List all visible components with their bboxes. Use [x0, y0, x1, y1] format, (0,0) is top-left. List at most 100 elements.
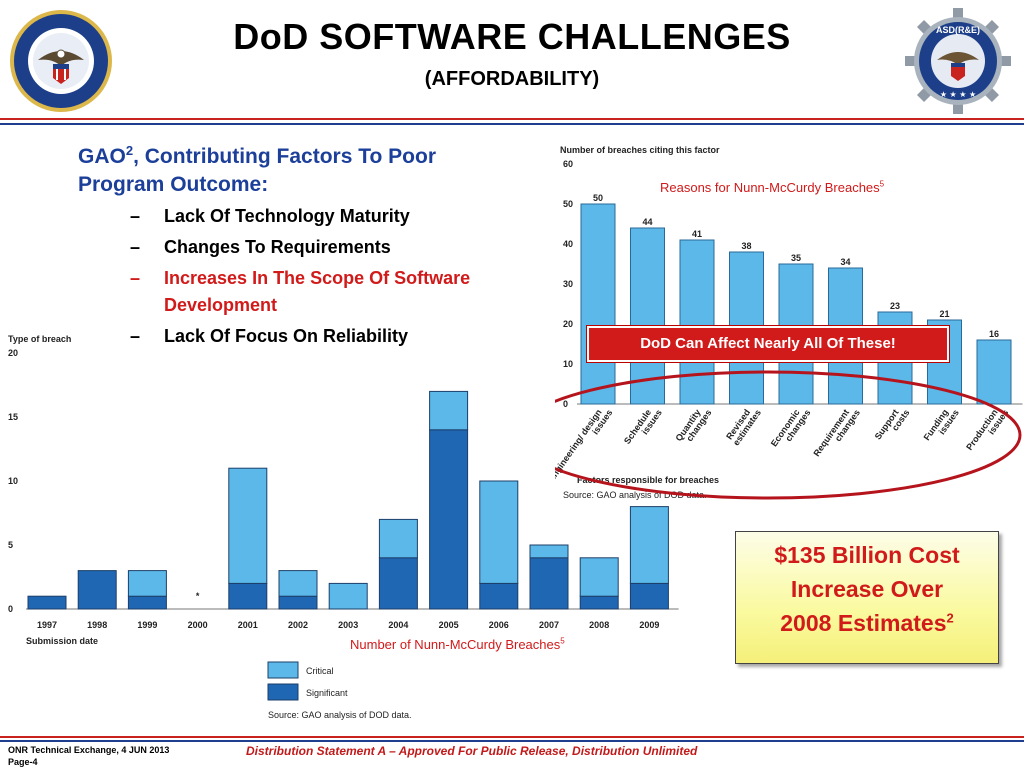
breach-bar-critical — [127, 570, 167, 597]
bullet-dash: – — [130, 206, 141, 226]
year-label: 2006 — [489, 620, 509, 630]
breach-bar-critical — [278, 570, 318, 597]
breach-factor-plot: Number of breaches citing this factor 0 10… — [555, 145, 1023, 500]
bullet-dash: – — [130, 268, 141, 288]
year-label: 2002 — [288, 620, 308, 630]
breach-bar-significant — [378, 557, 418, 610]
year-label: 1999 — [137, 620, 157, 630]
y-tick-label: 10 — [563, 359, 573, 369]
year-label: 2004 — [388, 620, 408, 630]
y-axis-label: Type of breach — [8, 334, 71, 344]
year-label: 1998 — [87, 620, 107, 630]
factor-category-label: Productionissues — [964, 402, 1010, 457]
footer-event-line: ONR Technical Exchange, 4 JUN 2013 — [8, 745, 170, 755]
breach-bar-critical — [228, 467, 268, 584]
gao-factor-list: GAO2, Contributing Factors To Poor Progr… — [78, 143, 498, 350]
year-label: 2005 — [439, 620, 459, 630]
y-tick-label: 20 — [563, 319, 573, 329]
year-label: 2001 — [238, 620, 258, 630]
y-tick-label: 5 — [8, 540, 13, 550]
reasons-annotation-footnote: 5 — [879, 179, 885, 189]
breach-bar-significant — [429, 429, 469, 610]
no-data-marker: * — [196, 591, 200, 601]
factor-bar-value: 34 — [840, 257, 850, 267]
dod-seal-icon — [10, 10, 112, 112]
legend-label-significant: Significant — [306, 688, 348, 698]
breach-bar-critical — [579, 557, 619, 597]
cost-increase-callout: $135 Billion Cost Increase Over 2008 Est… — [735, 531, 999, 664]
breach-factor-chart: Number of breaches citing this factor 0 10… — [555, 145, 1023, 500]
factor-bar-value: 23 — [890, 301, 900, 311]
reasons-annotation: Reasons for Nunn-McCurdy Breaches5 — [660, 180, 884, 195]
header-divider-red — [0, 118, 1024, 120]
factor-item-reliability: – Lack Of Focus On Reliability — [78, 323, 498, 350]
factor-item-label: Lack Of Technology Maturity — [164, 206, 410, 226]
gao-heading-rest: , Contributing Factors To Poor Program O… — [78, 145, 436, 196]
factor-item-software-scope: – Increases In The Scope Of Software Dev… — [78, 265, 498, 319]
breach-bar-critical — [629, 506, 669, 584]
factor-category-label: Revisedestimates — [724, 402, 763, 447]
y-tick-label: 0 — [8, 604, 13, 614]
asdre-seal-logo: ASD(R&E) ★ ★ ★ ★ — [905, 8, 1011, 119]
factor-bar — [976, 339, 1012, 405]
breach-count-annotation-footnote: 5 — [560, 636, 565, 646]
factor-bar-value: 38 — [741, 241, 751, 251]
y-tick-label: 40 — [563, 239, 573, 249]
x-axis-label: Submission date — [26, 636, 98, 646]
factor-item-label: Lack Of Focus On Reliability — [164, 326, 409, 346]
factor-bar-value: 50 — [593, 193, 603, 203]
footer-divider-red — [0, 736, 1024, 738]
factor-bar-value: 41 — [692, 229, 702, 239]
year-label: 2008 — [589, 620, 609, 630]
breach-bar-significant — [479, 582, 519, 610]
breach-bar-critical — [328, 582, 368, 610]
footer-event: ONR Technical Exchange, 4 JUN 2013 Page-… — [8, 744, 169, 768]
breach-bar-significant — [127, 595, 167, 610]
y-tick-label: 60 — [563, 159, 573, 169]
reasons-annotation-text: Reasons for Nunn-McCurdy Breaches — [660, 180, 880, 195]
breach-bar-significant — [529, 557, 569, 610]
footer-divider-blue — [0, 740, 1024, 742]
factor-category-label: Scheduleissues — [622, 402, 664, 451]
chart-source: Source: GAO analysis of DOD data. — [563, 490, 707, 500]
factor-category-label: Economicchanges — [769, 402, 813, 453]
x-axis-label: Factors responsible for breaches — [577, 475, 719, 485]
header-divider-blue — [0, 123, 1024, 125]
breach-bar-significant — [579, 595, 619, 610]
y-tick-label: 15 — [8, 412, 18, 422]
legend-swatch-critical — [267, 661, 299, 679]
gao-heading: GAO2, Contributing Factors To Poor Progr… — [78, 143, 498, 199]
year-label: 2007 — [539, 620, 559, 630]
gao-heading-prefix: GAO — [78, 145, 126, 168]
distribution-statement: Distribution Statement A – Approved For … — [246, 744, 698, 758]
cost-footnote: 2 — [946, 610, 954, 626]
svg-text:★ ★ ★ ★: ★ ★ ★ ★ — [940, 90, 976, 99]
breach-bar-significant — [228, 582, 268, 610]
gao-heading-footnote: 2 — [125, 143, 134, 158]
year-label: 2003 — [338, 620, 358, 630]
legend-swatch-significant — [267, 683, 299, 701]
year-label: 1997 — [37, 620, 57, 630]
factor-bar — [580, 203, 616, 405]
page-title: DoD SOFTWARE CHALLENGES — [233, 16, 791, 57]
factor-bar — [630, 227, 665, 405]
y-tick-label: 50 — [563, 199, 573, 209]
factor-item-label: Changes To Requirements — [164, 237, 391, 257]
factor-bar-value: 35 — [791, 253, 801, 263]
y-tick-label: 30 — [563, 279, 573, 289]
footer-page-number: Page-4 — [8, 757, 38, 767]
dod-affect-callout: DoD Can Affect Nearly All Of These! — [586, 325, 950, 363]
y-axis-label: Number of breaches citing this factor — [560, 145, 720, 155]
legend-label-critical: Critical — [306, 666, 334, 676]
highlight-ellipse — [555, 370, 1022, 500]
factor-item-label: Increases In The Scope Of Software Devel… — [164, 268, 471, 315]
chart-source: Source: GAO analysis of DOD data. — [268, 710, 412, 720]
breach-bar-significant — [77, 570, 117, 610]
breach-count-annotation: Number of Nunn-McCurdy Breaches5 — [350, 637, 565, 652]
bullet-dash: – — [130, 237, 141, 257]
cost-line-1: $135 Billion Cost — [774, 542, 960, 568]
breach-bar-critical — [529, 544, 569, 559]
breach-bar-significant — [278, 595, 318, 610]
year-label: 2009 — [639, 620, 659, 630]
factor-bar-value: 44 — [642, 217, 652, 227]
